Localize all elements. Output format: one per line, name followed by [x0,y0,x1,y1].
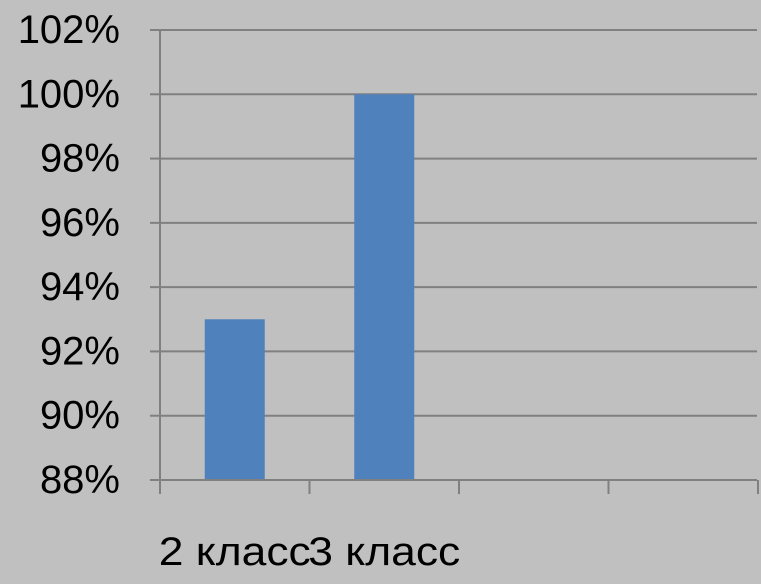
y-tick-label: 102% [18,8,120,52]
bars [204,94,415,481]
x-tick-label: 2 класс [159,530,311,574]
bar-2 [354,94,415,481]
y-tick-label: 92% [40,329,120,373]
y-tick-label: 96% [40,201,120,245]
bar-1 [204,319,265,480]
x-tick-label: 3 класс [308,530,460,574]
y-tick-labels: 102% 100% 98% 96% 94% 92% 90% 88% [18,8,120,502]
y-tick-label: 88% [40,458,120,502]
axes [150,29,759,494]
y-tick-label: 100% [18,72,120,116]
y-tick-label: 90% [40,394,120,438]
y-tick-label: 94% [40,265,120,309]
y-tick-label: 98% [40,137,120,181]
